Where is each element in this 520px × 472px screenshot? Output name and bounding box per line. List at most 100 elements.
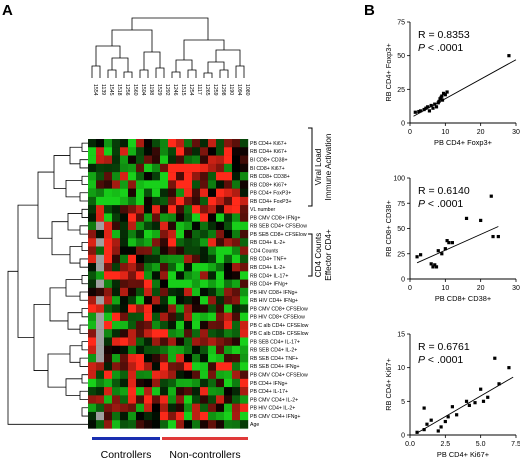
heatmap-cell: [128, 420, 137, 429]
row-label: PB SEB CD8+ CFSElow: [250, 232, 307, 238]
heatmap-cell: [224, 279, 233, 289]
heatmap-cell: [216, 172, 225, 181]
heatmap-cell: [88, 213, 97, 222]
heatmap-cell: [88, 188, 97, 198]
heatmap-cell: [200, 354, 209, 363]
row-label: RB CD4+ IL-17+: [250, 273, 288, 279]
heatmap-cell: [112, 387, 121, 396]
heatmap-cell: [144, 271, 153, 280]
heatmap-cell: [96, 354, 105, 363]
heatmap-cell: [184, 213, 193, 222]
row-label: PB CD4+ FoxP3+: [250, 191, 291, 197]
row-label: PB HIV CD8+ CFSElow: [250, 315, 305, 321]
heatmap-cell: [192, 304, 201, 313]
heatmap-cell: [184, 238, 193, 247]
heatmap-cell: [168, 403, 177, 413]
heatmap-cell: [232, 296, 241, 305]
heatmap-cell: [104, 337, 113, 346]
heatmap-cell: [104, 329, 113, 338]
heatmap-cell: [192, 139, 201, 148]
heatmap-cell: [88, 378, 97, 388]
heatmap-cell: [152, 172, 161, 181]
heatmap-cell: [216, 180, 225, 189]
heatmap-cell: [144, 304, 153, 313]
heatmap-cell: [120, 279, 129, 289]
panel-a-label: A: [2, 2, 13, 19]
heatmap-cell: [144, 238, 153, 247]
heatmap-cell: [184, 345, 193, 355]
heatmap-cell: [128, 387, 137, 396]
heatmap-cell: [152, 213, 161, 222]
heatmap-cell: [128, 254, 137, 264]
heatmap-cell: [240, 329, 249, 338]
heatmap-cell: [88, 139, 97, 148]
heatmap-cell: [176, 296, 185, 305]
heatmap-cell: [120, 296, 129, 305]
heatmap-cell: [104, 345, 113, 355]
heatmap-cell: [176, 378, 185, 388]
heatmap-cell: [136, 213, 145, 222]
column-id-label: 1298: [220, 84, 226, 96]
row-label: RB HIV CD4+ IFNg+: [250, 298, 298, 304]
heatmap-cell: [232, 403, 241, 413]
heatmap-cell: [192, 254, 201, 264]
heatmap-cell: [144, 287, 153, 297]
data-point: [439, 95, 443, 100]
heatmap-cell: [176, 180, 185, 189]
row-label: RB CD4+ Ki67+: [250, 149, 287, 155]
heatmap-cell: [200, 196, 209, 206]
heatmap-cell: [232, 213, 241, 222]
heatmap-cell: [168, 296, 177, 305]
heatmap-cell: [192, 147, 201, 156]
data-point: [445, 90, 449, 94]
heatmap-cell: [160, 254, 169, 264]
x-tick-label: 30: [512, 285, 520, 292]
heatmap-cell: [120, 221, 129, 231]
heatmap-cell: [96, 246, 105, 255]
heatmap-cell: [224, 312, 233, 322]
heatmap-cell: [168, 147, 177, 156]
heatmap-cell: [152, 229, 161, 239]
heatmap-cell: [120, 180, 129, 189]
heatmap-cell: [120, 246, 129, 255]
heatmap-cell: [224, 205, 233, 214]
heatmap-cell: [160, 287, 169, 297]
heatmap-cell: [168, 163, 177, 173]
heatmap-cell: [192, 345, 201, 355]
heatmap-cell: [128, 213, 137, 222]
heatmap-cell: [88, 296, 97, 305]
data-point: [450, 241, 454, 245]
heatmap-cell: [208, 387, 217, 396]
heatmap-cell: [96, 139, 105, 148]
controllers-label: Controllers: [101, 449, 152, 461]
heatmap-cell: [152, 304, 161, 313]
y-axis-label: RB CD8+ CD38+: [384, 200, 393, 257]
heatmap-cell: [88, 420, 97, 429]
heatmap-cell: [128, 411, 137, 421]
heatmap-cell: [240, 155, 249, 165]
heatmap-cell: [96, 420, 105, 429]
heatmap-cell: [168, 312, 177, 322]
column-id-label: 1094: [236, 84, 242, 96]
heatmap-cell: [200, 263, 209, 272]
heatmap-cell: [216, 411, 225, 421]
regression-line: [416, 226, 499, 264]
heatmap-cell: [216, 147, 225, 156]
heatmap-cell: [216, 304, 225, 313]
heatmap-cell: [200, 387, 209, 396]
heatmap-cell: [240, 378, 249, 388]
heatmap-cell: [152, 329, 161, 338]
heatmap-cell: [192, 246, 201, 255]
heatmap-cell: [128, 329, 137, 338]
heatmap-cell: [224, 246, 233, 255]
heatmap-cell: [192, 320, 201, 330]
heatmap-cell: [152, 362, 161, 371]
heatmap-cell: [88, 196, 97, 206]
heatmap-cell: [224, 287, 233, 297]
heatmap-cell: [112, 345, 121, 355]
heatmap-cell: [136, 263, 145, 272]
heatmap-cell: [168, 370, 177, 380]
heatmap-cell: [208, 362, 217, 371]
heatmap-cell: [224, 395, 233, 404]
row-label: RB SEB CD4+ TNF+: [250, 356, 298, 362]
